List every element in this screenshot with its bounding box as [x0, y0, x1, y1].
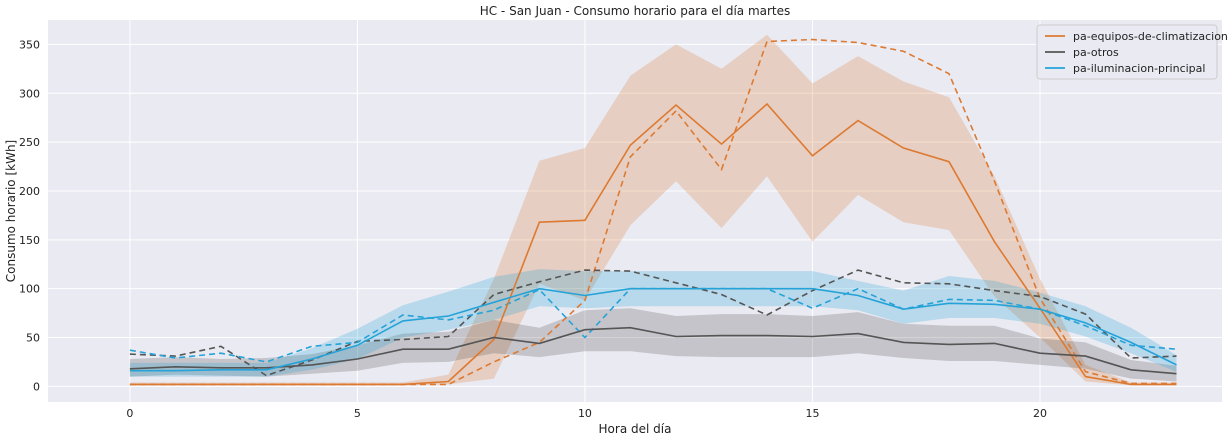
x-tick-label: 20 — [1033, 407, 1047, 420]
y-tick-label: 150 — [19, 234, 40, 247]
y-tick-label: 300 — [19, 87, 40, 100]
series-lines — [129, 38, 1177, 386]
series-line — [129, 326, 1177, 375]
legend-label: pa-equipos-de-climatizacion — [1073, 30, 1228, 43]
y-tick-label: 50 — [26, 332, 40, 345]
legend-label: pa-otros — [1073, 46, 1119, 59]
legend: pa-equipos-de-climatizacion pa-otros pa-il… — [1036, 24, 1228, 80]
series-line — [129, 102, 1177, 386]
y-tick-label: 250 — [19, 136, 40, 149]
y-axis-title: Consumo horario [kWh] — [4, 140, 18, 282]
x-tick-label: 5 — [354, 407, 361, 420]
legend-box — [1036, 24, 1218, 80]
x-axis-title: Hora del día — [599, 422, 672, 436]
confidence-band — [129, 308, 1177, 382]
series-line — [129, 287, 1177, 372]
x-tick-label: 15 — [805, 407, 819, 420]
confidence-bands — [129, 34, 1177, 386]
x-tick-label: 0 — [126, 407, 133, 420]
y-tick-label: 350 — [19, 38, 40, 51]
confidence-band — [129, 34, 1177, 386]
confidence-band — [129, 269, 1177, 377]
y-tick-label: 0 — [33, 380, 40, 393]
legend-label: pa-iluminacion-principal — [1073, 62, 1205, 75]
x-tick-label: 10 — [578, 407, 592, 420]
y-tick-label: 200 — [19, 185, 40, 198]
tick-labels: 0 50 100 150 200 250 300 350 0 5 10 15 20 — [19, 38, 1047, 420]
plot-background — [48, 20, 1222, 402]
y-tick-label: 100 — [19, 283, 40, 296]
chart-title: HC - San Juan - Consumo horario para el … — [480, 4, 791, 18]
